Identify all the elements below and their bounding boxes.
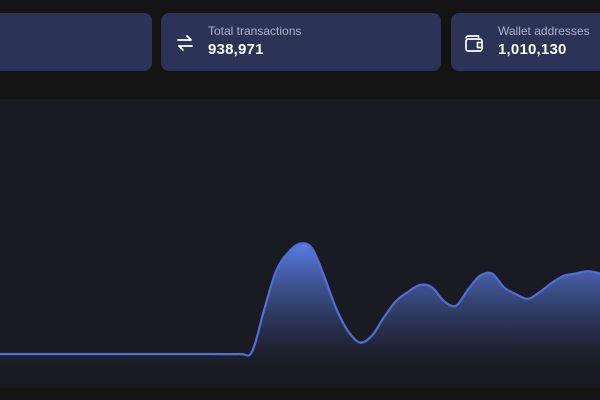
- activity-chart-panel: [0, 99, 600, 388]
- wallets-stat-card: Wallet addresses 1,010,130: [451, 13, 600, 71]
- transactions-stat-value: 938,971: [208, 41, 264, 58]
- wallet-icon: [463, 32, 485, 54]
- wallets-stat-value: 1,010,130: [498, 41, 567, 58]
- volume-stat-card: ime: [0, 13, 152, 71]
- chart-area-fill: [0, 243, 600, 388]
- chart-series-line: [0, 242, 600, 357]
- transactions-stat-label: Total transactions: [208, 24, 302, 38]
- activity-area-chart: [0, 242, 600, 388]
- transactions-stat-card: Total transactions 938,971: [161, 13, 441, 71]
- wallets-stat-label: Wallet addresses: [498, 24, 590, 38]
- swap-arrows-icon: [174, 32, 196, 54]
